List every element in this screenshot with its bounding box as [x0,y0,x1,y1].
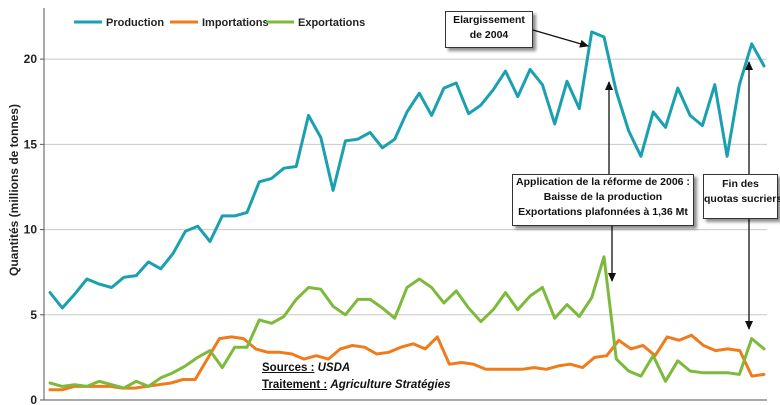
traitement-line: Traitement : Agriculture Stratégies [262,379,451,391]
sources-value: USDA [317,362,351,374]
traitement-label: Traitement : [262,379,328,391]
legend-label-importations: Importations [202,17,269,29]
series-line-production [48,30,766,310]
legend-label-production: Production [106,17,164,29]
legend-label-exportations: Exportations [298,17,365,29]
sources-label: Sources : [262,362,315,374]
annotation-elargissement: Elargissement de 2004 [445,11,533,48]
annotation-elargissement-line2: de 2004 [469,29,509,41]
series-line-importations [48,333,766,392]
annotation-reforme-line3: Exportations plafonnées à 1,36 Mt [518,206,688,218]
annotation-arrows [532,29,753,330]
y-tick-label: 5 [30,308,37,322]
source-line: Sources : USDA [262,362,350,374]
y-tick-label: 10 [24,223,38,237]
y-axis-label: Quantités (millions de tonnes) [7,104,21,276]
annotation-quotas-line1: Fin des [722,178,759,190]
annotation-elargissement-line1: Elargissement [453,14,525,26]
annotation-reforme-line1: Application de la réforme de 2006 : [516,176,690,188]
annotation-quotas: Fin des quotas sucriers [703,174,780,219]
annotation-quotas-line2: quotas sucriers [704,193,780,205]
annotation-reforme: Application de la réforme de 2006 : Bais… [512,174,694,226]
annotation-reforme-line2: Baisse de la production [543,191,663,203]
traitement-value: Agriculture Stratégies [330,379,451,391]
series-line-exportations [48,255,766,390]
y-tick-label: 20 [24,52,38,66]
arrow-elargissement [532,29,589,48]
y-tick-label: 0 [30,393,37,405]
y-tick-label: 15 [24,137,38,151]
